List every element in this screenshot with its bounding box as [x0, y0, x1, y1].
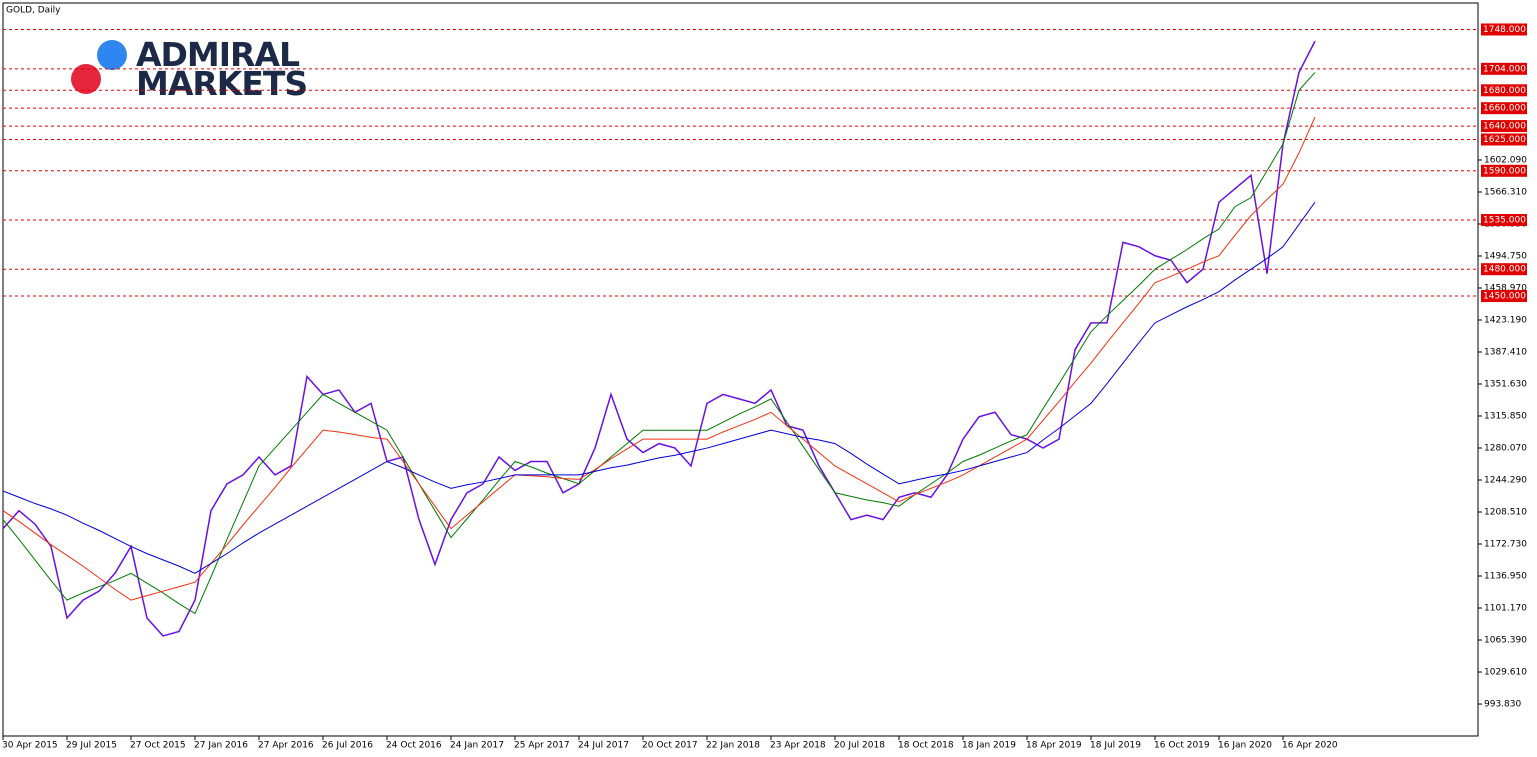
- moving-average: [2, 201, 1316, 574]
- y-tick-label: 1351.630: [1484, 380, 1527, 390]
- level-label-box: [1481, 164, 1527, 177]
- level-label-box: [1481, 133, 1527, 146]
- price-line: [2, 40, 1316, 637]
- x-tick-label: 16 Apr 2020: [1282, 741, 1338, 751]
- x-tick-label: 18 Jan 2019: [962, 741, 1016, 751]
- level-label-box: [1481, 84, 1527, 97]
- y-tick-label: 1494.750: [1484, 251, 1527, 261]
- x-tick-label: 16 Oct 2019: [1154, 741, 1210, 751]
- level-label-box: [1481, 120, 1527, 133]
- x-tick-label: 22 Jan 2018: [706, 741, 760, 751]
- x-tick-label: 24 Oct 2016: [386, 741, 442, 751]
- y-tick-label: 1244.290: [1484, 476, 1527, 486]
- x-tick-label: 27 Oct 2015: [130, 741, 186, 751]
- x-tick-label: 18 Oct 2018: [898, 741, 954, 751]
- logo-dot-red: [71, 64, 101, 94]
- x-tick-label: 30 Apr 2015: [2, 741, 58, 751]
- x-tick-label: 24 Jan 2017: [450, 741, 504, 751]
- level-label: 1748.000: [1483, 25, 1526, 35]
- level-label: 1704.000: [1483, 64, 1526, 74]
- y-tick-label: 1172.730: [1484, 540, 1527, 550]
- x-tick-label: 23 Apr 2018: [770, 741, 826, 751]
- x-tick-label: 20 Oct 2017: [642, 741, 698, 751]
- y-tick-label: 993.830: [1484, 700, 1521, 710]
- level-label: 1590.000: [1483, 166, 1526, 176]
- logo-text: ADMIRAL: [136, 35, 300, 74]
- level-label-box: [1481, 23, 1527, 36]
- y-tick-label: 1029.610: [1484, 668, 1527, 678]
- x-tick-label: 18 Apr 2019: [1026, 741, 1082, 751]
- level-label: 1625.000: [1483, 135, 1526, 145]
- y-tick-label: 1423.190: [1484, 316, 1527, 326]
- x-tick-label: 29 Jul 2015: [66, 741, 117, 751]
- logo-text: MARKETS: [136, 64, 307, 103]
- level-label: 1535.000: [1483, 215, 1526, 225]
- x-tick-label: 26 Jul 2016: [322, 741, 373, 751]
- level-label: 1660.000: [1483, 104, 1526, 114]
- x-tick-label: 24 Jul 2017: [578, 741, 629, 751]
- level-label: 1640.000: [1483, 122, 1526, 132]
- x-tick-label: 27 Apr 2016: [258, 741, 314, 751]
- x-tick-label: 20 Jul 2018: [834, 741, 885, 751]
- y-tick-label: 1315.850: [1484, 412, 1527, 422]
- y-tick-label: 1458.970: [1484, 283, 1527, 293]
- y-tick-label: 1136.950: [1484, 572, 1527, 582]
- level-label-box: [1481, 102, 1527, 115]
- x-tick-label: 16 Jan 2020: [1218, 741, 1272, 751]
- y-tick-label: 1101.170: [1484, 604, 1527, 614]
- logo-dot-blue: [97, 40, 127, 70]
- level-label-box: [1481, 263, 1527, 276]
- x-tick-label: 18 Jul 2019: [1090, 741, 1141, 751]
- x-tick-label: 27 Jan 2016: [194, 741, 248, 751]
- y-tick-label: 1602.090: [1484, 155, 1527, 165]
- level-label: 1480.000: [1483, 265, 1526, 275]
- plot-frame: [2, 2, 1479, 737]
- level-label-box: [1481, 62, 1527, 75]
- chart-title: GOLD, Daily: [6, 6, 61, 16]
- x-tick-label: 25 Apr 2017: [514, 741, 570, 751]
- level-label-box: [1481, 213, 1527, 226]
- y-tick-label: 1387.410: [1484, 348, 1527, 358]
- moving-average: [2, 72, 1316, 615]
- y-tick-label: 1280.070: [1484, 444, 1527, 454]
- y-tick-label: 1065.390: [1484, 636, 1527, 646]
- moving-average: [2, 116, 1316, 601]
- level-label-box: [1481, 290, 1527, 303]
- level-label: 1680.000: [1483, 86, 1526, 96]
- y-tick-label: 1208.510: [1484, 508, 1527, 518]
- level-label: 1450.000: [1483, 292, 1526, 302]
- y-tick-label: 1566.310: [1484, 187, 1527, 197]
